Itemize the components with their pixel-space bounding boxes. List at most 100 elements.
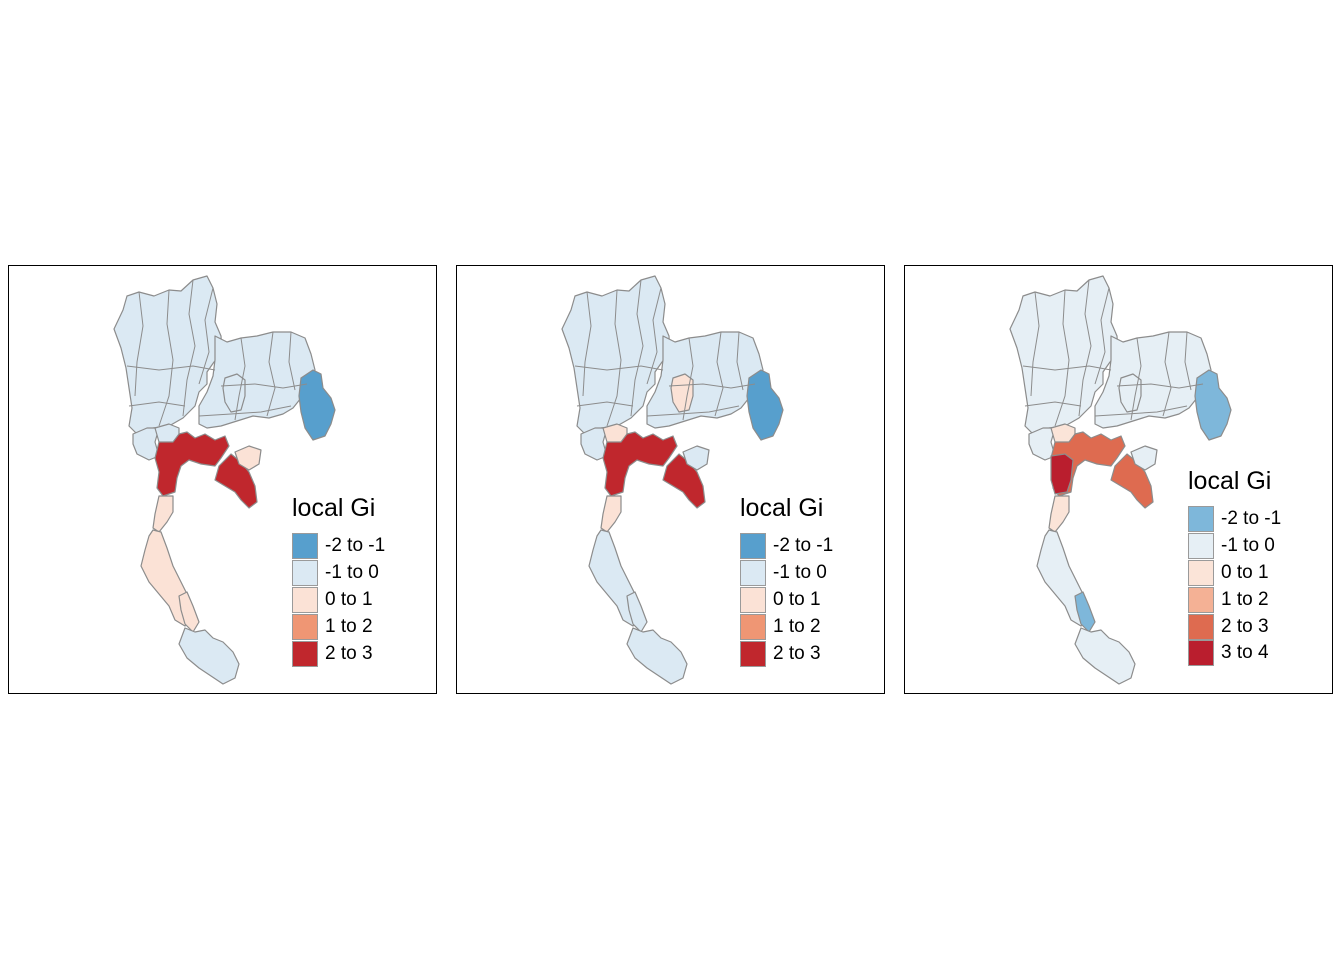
legend-label: -1 to 0 (773, 562, 827, 584)
legend: local Gi -2 to -1 -1 to 0 0 to 1 1 to 2 2 to… (292, 494, 385, 667)
legend-swatch (740, 560, 766, 587)
legend-item: 0 to 1 (1188, 559, 1281, 587)
province-boundary (1094, 405, 1188, 417)
province-boundary (158, 289, 174, 427)
legend-swatch (740, 613, 766, 640)
province-region (561, 275, 671, 435)
legend-label: 1 to 2 (773, 615, 821, 637)
province-boundary (1030, 291, 1040, 397)
province-boundary (134, 291, 144, 397)
province-region (1130, 445, 1158, 471)
legend-title: local Gi (1188, 467, 1272, 495)
legend-label: 1 to 2 (1221, 588, 1269, 610)
legend-item: 1 to 2 (1188, 586, 1281, 613)
thailand-map-2 (561, 275, 784, 685)
legend-swatch (292, 560, 318, 587)
legend-label: -2 to -1 (325, 535, 386, 557)
legend-item: -1 to 0 (740, 560, 833, 587)
province-region (222, 373, 246, 413)
legend-swatch (1188, 640, 1214, 667)
legend-swatch (1188, 613, 1214, 640)
province-boundary (128, 401, 186, 407)
province-boundary (288, 331, 296, 391)
province-boundary (1130, 337, 1142, 421)
province-boundary (1162, 331, 1172, 417)
legend-swatch (292, 586, 318, 613)
province-boundary (736, 331, 744, 391)
legend-swatch (1188, 586, 1214, 613)
province-boundary (1078, 279, 1092, 417)
province-boundary (1024, 401, 1082, 407)
province-boundary (220, 383, 308, 389)
legend-swatch (1188, 559, 1214, 586)
map-panel-2: local Gi -2 to -1 -1 to 0 0 to 1 1 to 2 2 to… (456, 265, 885, 694)
legend-label: 0 to 1 (1221, 561, 1269, 583)
province-boundary (182, 279, 196, 417)
legend-item: 1 to 2 (740, 613, 833, 640)
province-region (1074, 591, 1096, 633)
legend-swatch (292, 613, 318, 640)
province-boundary (668, 383, 756, 389)
legend-swatch (1188, 506, 1214, 533)
legend-item: 0 to 1 (292, 586, 385, 614)
province-region (1009, 275, 1119, 435)
province-region (234, 445, 262, 471)
legend-label: -1 to 0 (325, 562, 379, 584)
thailand-map-1 (113, 275, 336, 685)
province-boundary (1054, 289, 1070, 427)
legend-label: 2 to 3 (773, 642, 821, 664)
province-boundary (1184, 331, 1192, 391)
legend-swatch (292, 640, 318, 667)
legend-label: 0 to 1 (773, 588, 821, 610)
legend-swatch (1188, 533, 1214, 560)
map-panel-3: local Gi -2 to -1 -1 to 0 0 to 1 1 to 2 2 to… (904, 265, 1333, 694)
province-boundary (234, 337, 246, 421)
legend-item: -2 to -1 (740, 533, 833, 560)
province-region (1094, 331, 1212, 429)
province-region (178, 627, 240, 685)
province-region (1118, 373, 1142, 413)
province-region (298, 369, 336, 441)
province-region (682, 445, 710, 471)
legend-item: -1 to 0 (292, 560, 385, 587)
province-region (178, 591, 200, 633)
legend-title: local Gi (292, 494, 376, 522)
province-region (600, 495, 622, 533)
legend-item: 0 to 1 (740, 586, 833, 614)
legend-label: 2 to 3 (1221, 615, 1269, 637)
legend-item: 1 to 2 (292, 613, 385, 640)
province-region (626, 591, 648, 633)
province-region (670, 373, 694, 413)
province-region (602, 431, 678, 497)
legend-swatch (740, 586, 766, 613)
province-boundary (576, 401, 634, 407)
legend: local Gi -2 to -1 -1 to 0 0 to 1 1 to 2 2 to… (740, 494, 833, 667)
province-boundary (126, 365, 216, 371)
legend-swatch (292, 533, 318, 560)
province-region (154, 431, 230, 497)
legend-swatch (740, 533, 766, 560)
province-region (1074, 627, 1136, 685)
map-panel-1: local Gi -2 to -1 -1 to 0 0 to 1 1 to 2 2 to… (8, 265, 437, 694)
province-region (113, 275, 223, 435)
legend-label: -2 to -1 (773, 535, 834, 557)
province-boundary (266, 331, 276, 417)
legend-item: 2 to 3 (292, 640, 385, 667)
legend-label: 3 to 4 (1221, 642, 1269, 664)
province-boundary (1022, 365, 1112, 371)
legend-item: 2 to 3 (740, 640, 833, 667)
legend-item: -2 to -1 (292, 533, 385, 560)
province-boundary (682, 337, 694, 421)
legend-swatch (740, 640, 766, 667)
province-boundary (582, 291, 592, 397)
province-region (1048, 495, 1070, 533)
legend-item: -2 to -1 (1188, 506, 1281, 533)
legend-label: -1 to 0 (1221, 535, 1275, 557)
province-boundary (1116, 383, 1204, 389)
province-region (198, 331, 316, 429)
province-boundary (198, 405, 292, 417)
legend-label: 0 to 1 (325, 588, 373, 610)
province-boundary (630, 279, 644, 417)
thailand-map-3 (1009, 275, 1232, 685)
legend-item: 2 to 3 (1188, 613, 1281, 640)
